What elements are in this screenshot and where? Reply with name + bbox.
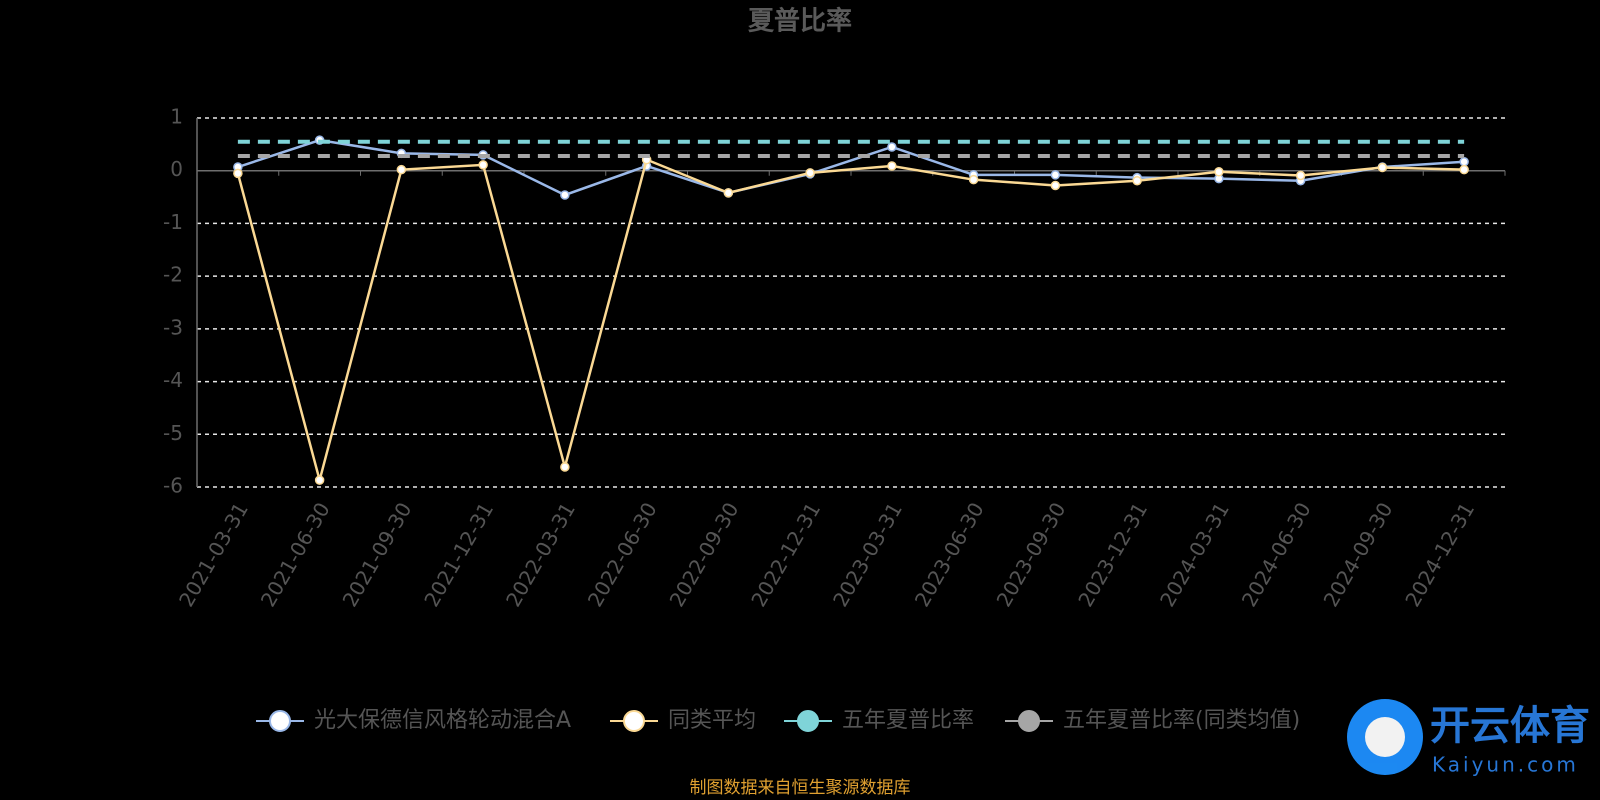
legend-item: 光大保德信风格轮动混合A xyxy=(256,708,571,733)
y-tick-label: -1 xyxy=(163,210,183,234)
x-tick-label: 2021-03-31 xyxy=(174,498,253,611)
legend-marker xyxy=(1018,710,1040,732)
y-tick-label: -3 xyxy=(163,315,183,339)
x-tick-label: 2021-09-30 xyxy=(338,498,417,611)
data-point xyxy=(887,161,897,171)
data-point xyxy=(560,462,570,472)
data-point xyxy=(805,168,815,178)
x-tick-label: 2023-12-31 xyxy=(1073,498,1152,611)
legend-item: 五年夏普比率(同类均值) xyxy=(1005,708,1300,733)
legend-label: 光大保德信风格轮动混合A xyxy=(314,708,571,733)
data-point xyxy=(887,142,897,152)
data-point xyxy=(723,188,734,198)
x-tick-label: 2021-06-30 xyxy=(256,498,335,611)
x-tick-label: 2023-09-30 xyxy=(992,498,1071,611)
legend-label: 五年夏普比率(同类均值) xyxy=(1063,708,1300,733)
data-point xyxy=(1050,180,1061,191)
data-point xyxy=(560,190,570,200)
x-tick-label: 2024-06-30 xyxy=(1237,498,1316,611)
y-tick-label: 0 xyxy=(170,157,183,181)
legend-marker xyxy=(797,710,819,732)
watermark-ball xyxy=(1365,717,1405,757)
data-point xyxy=(1132,175,1142,186)
data-point xyxy=(233,168,243,179)
x-tick-label: 2021-12-31 xyxy=(419,498,498,611)
data-point xyxy=(1295,170,1306,181)
source-note: 制图数据来自恒生聚源数据库 xyxy=(690,778,911,798)
legend-item: 同类平均 xyxy=(610,708,756,733)
data-point xyxy=(478,160,488,170)
legend-item: 五年夏普比率 xyxy=(784,708,974,733)
watermark: 开云体育 Kaiyun.com xyxy=(1347,699,1590,777)
data-point xyxy=(1377,162,1388,173)
x-tick-label: 2023-03-31 xyxy=(828,498,907,611)
y-tick-label: 1 xyxy=(170,105,183,129)
chart-title: 夏普比率 xyxy=(748,6,852,37)
legend-label: 五年夏普比率 xyxy=(842,708,974,733)
legend-marker xyxy=(623,710,645,732)
y-tick-label: -5 xyxy=(163,421,183,445)
watermark-url: Kaiyun.com xyxy=(1432,753,1579,777)
x-tick-label: 2022-03-31 xyxy=(501,498,580,611)
x-tick-label: 2024-12-31 xyxy=(1400,498,1479,611)
x-tick-label: 2022-06-30 xyxy=(583,498,662,611)
data-point xyxy=(1214,167,1224,177)
data-point xyxy=(1459,157,1469,167)
legend-label: 同类平均 xyxy=(668,708,756,733)
x-tick-label: 2022-12-31 xyxy=(746,498,825,611)
x-tick-label: 2022-09-30 xyxy=(665,498,744,611)
data-point xyxy=(1459,164,1469,175)
x-tick-label: 2023-06-30 xyxy=(910,498,989,611)
x-tick-label: 2024-03-31 xyxy=(1155,498,1234,611)
data-point xyxy=(968,174,979,185)
x-tick-label: 2024-09-30 xyxy=(1319,498,1398,611)
data-point xyxy=(1050,170,1061,180)
data-point xyxy=(314,475,325,485)
y-tick-label: -2 xyxy=(163,263,183,287)
y-tick-label: -4 xyxy=(163,368,183,392)
legend-marker xyxy=(269,710,291,732)
watermark-name: 开云体育 xyxy=(1430,703,1590,749)
series-line xyxy=(236,157,1465,486)
data-point xyxy=(396,164,407,175)
y-tick-label: -6 xyxy=(163,474,183,498)
